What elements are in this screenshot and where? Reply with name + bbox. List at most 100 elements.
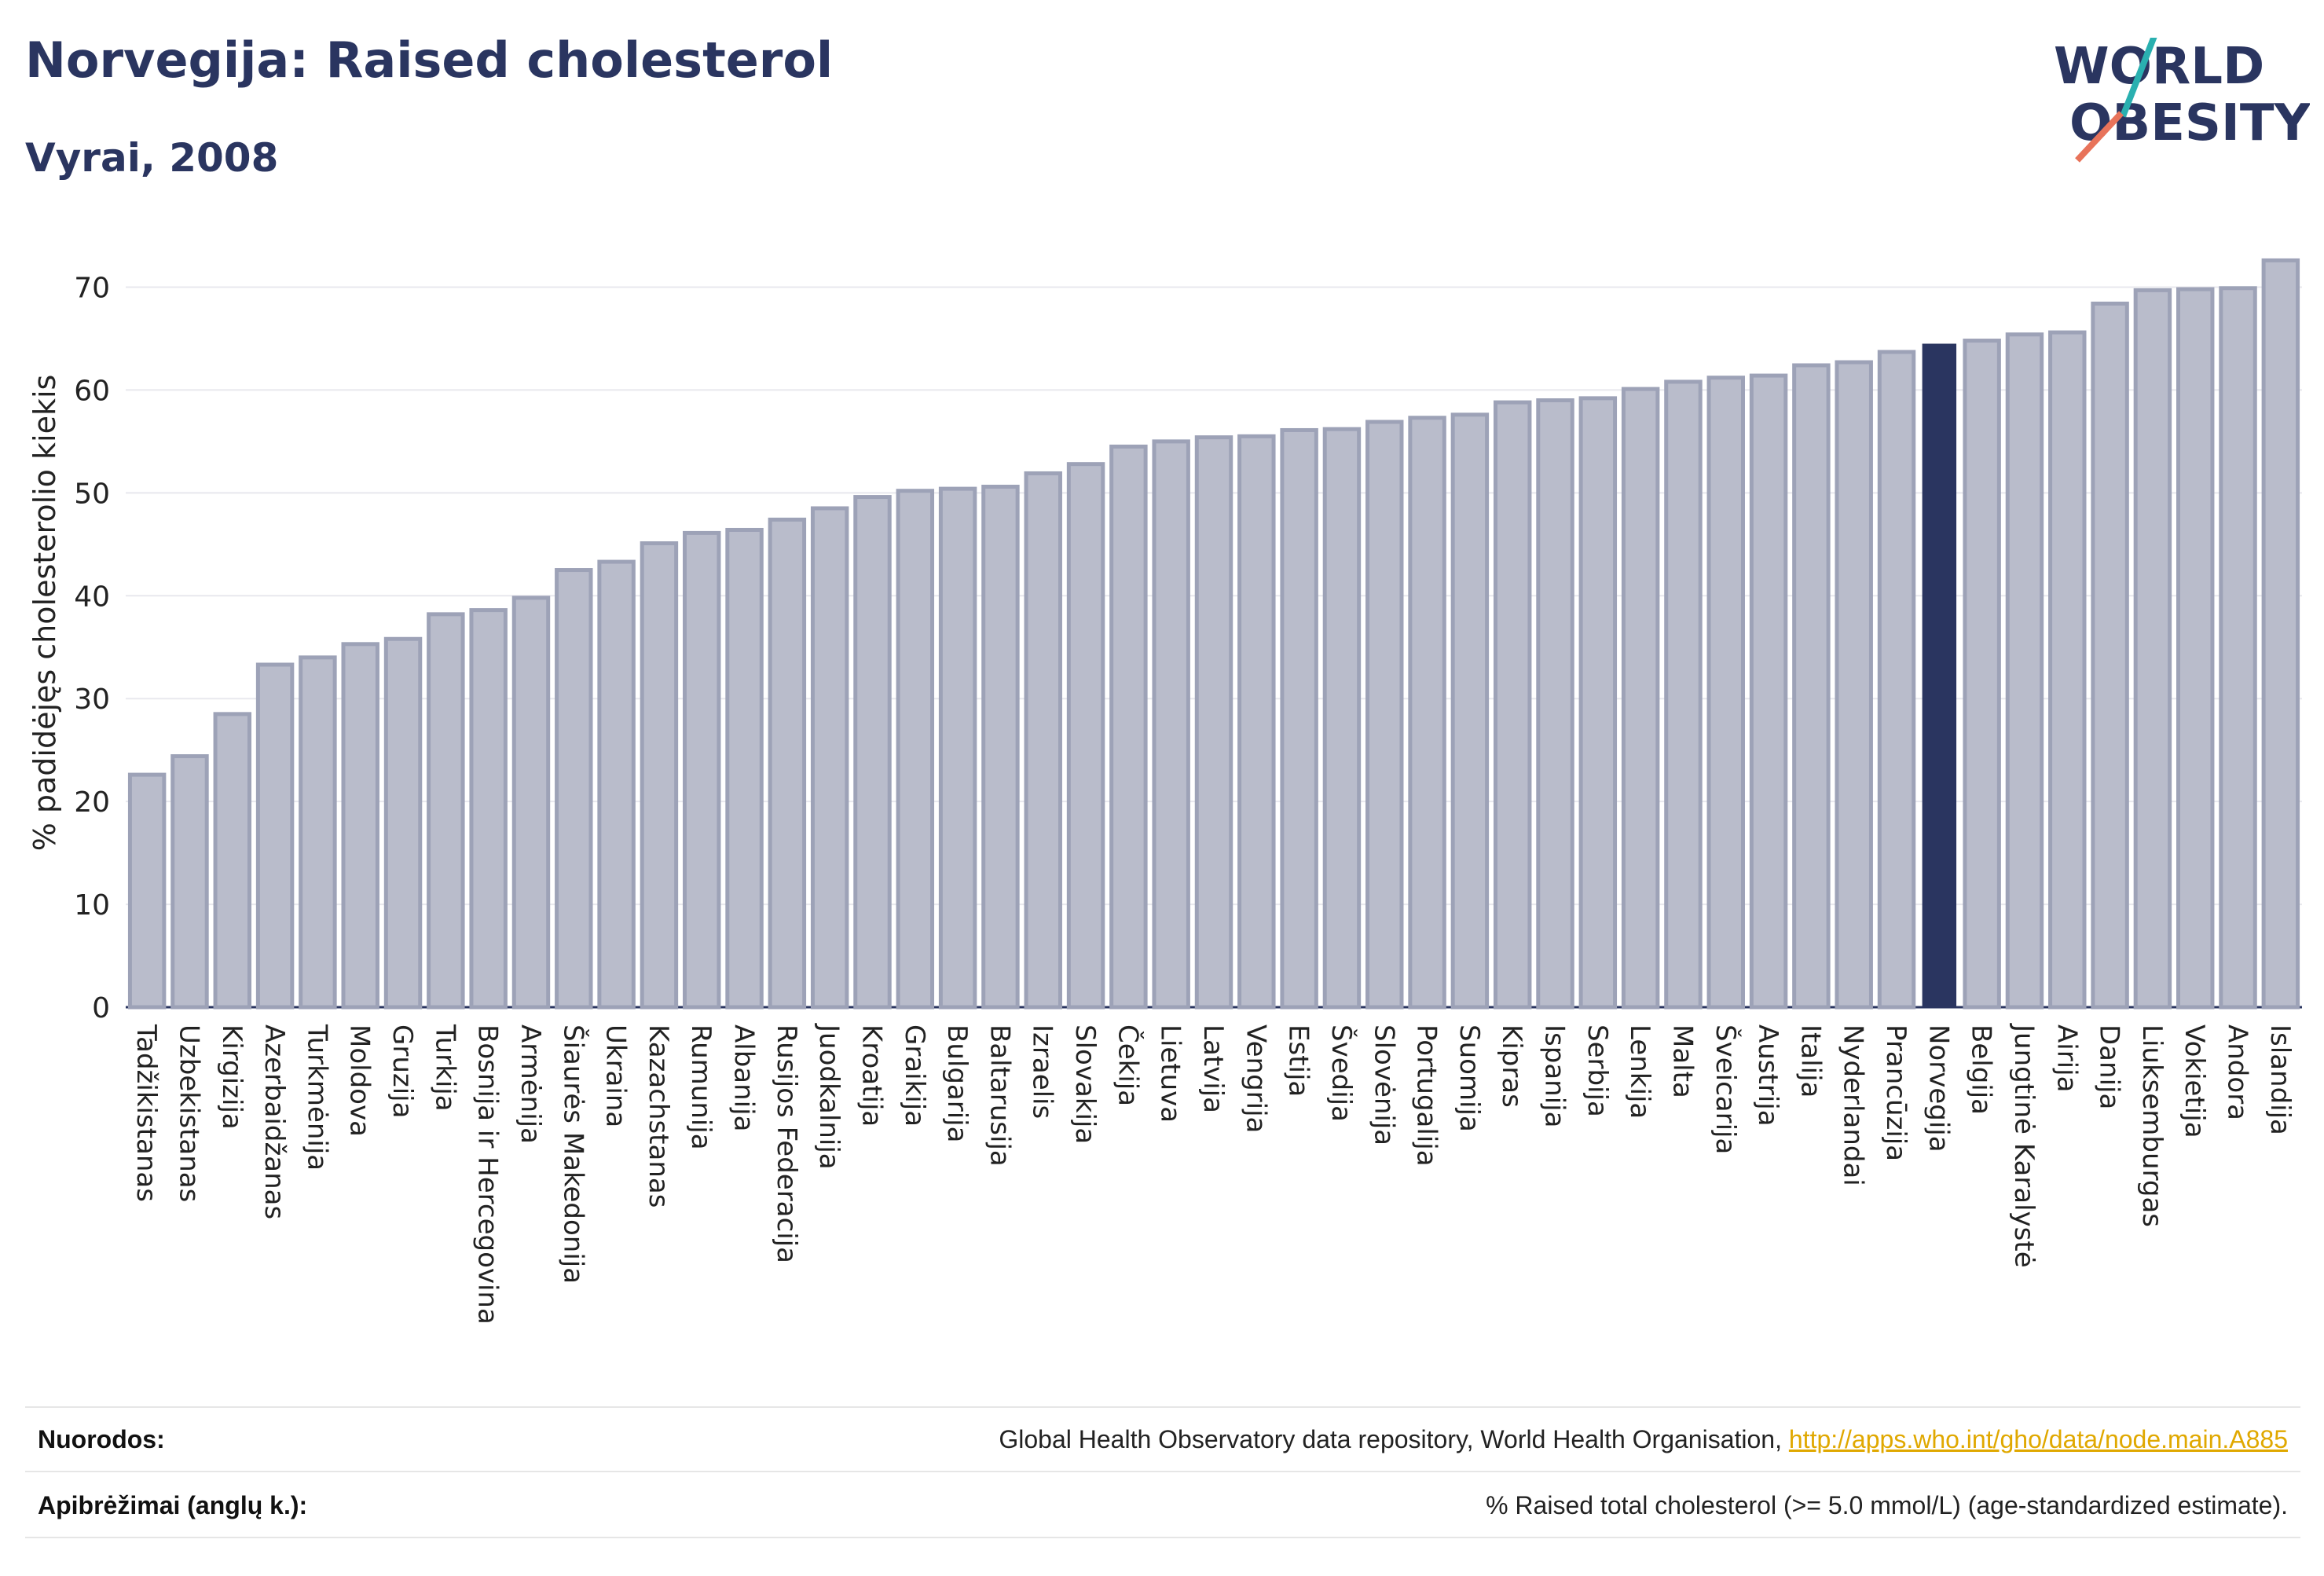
bar [1963,339,2001,1010]
x-tick-label: Tadžikistanas [130,1024,162,1202]
x-tick-label: Lietuva [1155,1024,1186,1123]
x-tick-label: Kroatija [856,1024,887,1127]
x-tick-label: Lenkija [1624,1024,1655,1119]
x-tick-label: Kirgizija [216,1024,247,1130]
bar [597,559,636,1010]
y-axis-label: % padidėjęs cholesterolio kiekis [27,375,62,852]
bar [1493,400,1532,1010]
bar [1536,398,1574,1010]
x-tick-label: Baltarusija [984,1024,1015,1167]
x-tick-label: Bosnija ir Hercegovina [472,1024,504,1325]
x-tick-label: Belgija [1966,1024,1997,1115]
bar [853,495,892,1010]
x-tick-label: Ukraina [600,1024,632,1127]
logo-slash-teal [2120,38,2157,118]
footer-divider-top [25,1406,2300,1408]
bar [170,754,209,1010]
y-tick-label: 0 [92,992,110,1024]
bar-chart: 0 10 20 30 40 50 60 70 Tadžikistanas Uzbekistana… [27,258,2302,1325]
bar [1664,379,1703,1010]
bar [2261,258,2300,1010]
bar [2133,288,2172,1010]
bar [2048,330,2087,1010]
bar [1835,360,1873,1010]
x-tick-label: Portugalija [1411,1024,1442,1167]
x-tick-label: Slovakija [1069,1024,1101,1144]
x-tick-label: Suomija [1453,1024,1485,1132]
bar [555,568,593,1010]
y-tick-label: 60 [74,375,110,407]
sources-link[interactable]: http://apps.who.int/gho/data/node.main.A… [1788,1425,2288,1453]
footer-sources-row: Nuorodos: Global Health Observatory data… [25,1406,2300,1469]
x-tick-label: Italija [1794,1024,1826,1098]
bar [1322,427,1362,1010]
x-tick-label: Prancūzija [1880,1024,1912,1161]
bar [1365,420,1404,1010]
footer-definitions-row: Apibrėžimai (anglų k.): % Raised total c… [25,1471,2300,1534]
x-tick-label: Malta [1666,1024,1698,1098]
bar [341,642,379,1010]
x-tick-label: Danija [2094,1024,2125,1109]
logo-slash-red [2075,111,2124,163]
y-tick-label: 40 [74,581,110,613]
x-axis-labels: Tadžikistanas Uzbekistanas Kirgizija Azerba… [130,1023,2296,1325]
footer-divider-middle [25,1471,2300,1472]
x-tick-label: Vengrija [1240,1024,1271,1133]
x-tick-label: Izraelis [1027,1024,1058,1119]
x-tick-label: Švedija [1325,1024,1358,1122]
x-tick-label: Bulgarija [941,1024,973,1142]
bar [511,596,551,1010]
x-tick-label: Serbija [1582,1024,1613,1117]
x-tick-label: Kazachstanas [643,1024,674,1208]
footer-divider-bottom [25,1537,2300,1538]
x-tick-label: Slovėnija [1368,1024,1399,1145]
x-tick-label: Azerbaidžanas [258,1024,290,1219]
x-tick-label: Rusijos Federacija [771,1024,802,1263]
bar [1877,350,1916,1010]
bar [938,486,977,1010]
bar [1194,435,1233,1010]
bar [1578,396,1618,1010]
bar [469,608,508,1010]
bar [2176,287,2215,1010]
bar [683,530,721,1010]
bar [1066,462,1105,1010]
bar [127,772,167,1010]
bars [127,258,2300,1010]
bar [725,527,764,1010]
bar [2219,286,2257,1010]
y-tick-label: 30 [74,684,110,716]
bar [640,541,679,1010]
bar [896,489,935,1010]
bar [213,712,252,1010]
x-tick-label: Turkmėnija [301,1024,332,1171]
bar [1152,439,1190,1010]
bar [383,636,423,1010]
bar [299,655,337,1010]
x-tick-label: Jungtinė Karalystė [2008,1023,2040,1268]
sources-text: Global Health Observatory data repositor… [999,1425,1782,1453]
x-tick-label: Uzbekistanas [173,1024,204,1202]
x-tick-label: Šveicarija [1710,1024,1742,1154]
x-tick-label: Turkija [429,1024,460,1112]
bar [1280,427,1318,1010]
y-tick-label: 20 [74,786,110,819]
y-tick-label: 50 [74,478,110,510]
x-tick-label: Šiaurės Makedonija [557,1024,589,1284]
x-tick-label: Armėnija [515,1024,546,1144]
bar [1450,412,1490,1010]
x-tick-label: Čekija [1112,1024,1144,1106]
world-obesity-logo: WORLD OBESITY [2054,38,2310,163]
x-tick-label: Nyderlandai [1838,1024,1869,1186]
bar [1109,444,1148,1010]
bar [768,517,807,1010]
x-tick-label: Juodkalnija [813,1023,845,1170]
bar [1792,363,1831,1010]
x-tick-label: Moldova [344,1024,376,1137]
x-tick-label: Gruzija [387,1024,418,1118]
bar [1749,373,1788,1010]
bar [810,506,849,1010]
bar [2005,332,2044,1010]
x-tick-label: Graikija [899,1024,930,1127]
bar [427,612,465,1010]
